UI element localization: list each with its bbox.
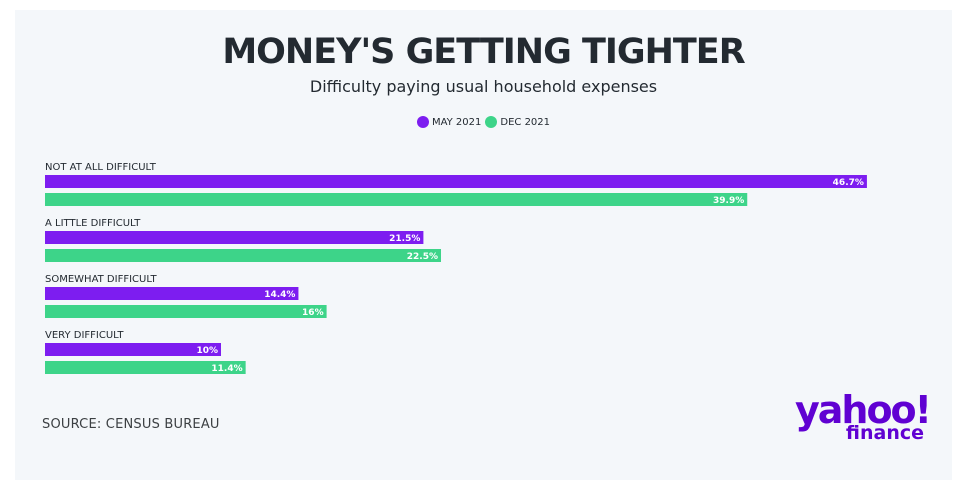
legend-label-dec: DEC 2021 [500, 116, 551, 128]
bar-may [45, 175, 867, 188]
bar-value-label: 10% [196, 346, 218, 356]
chart-legend: MAY 2021 DEC 2021 [15, 116, 952, 128]
bar-value-label: 11.4% [211, 364, 242, 374]
bar-dec [45, 249, 441, 262]
legend-swatch-may [416, 116, 429, 128]
bar-value-label: 21.5% [389, 234, 420, 244]
category-label: SOMEWHAT DIFFICULT [45, 274, 158, 285]
category-label: VERY DIFFICULT [45, 330, 124, 341]
bar-may [45, 343, 221, 356]
legend-item-may: MAY 2021 [416, 116, 482, 128]
bar-chart: NOT AT ALL DIFFICULT 46.7% 39.9% A LITTLE D… [45, 162, 867, 374]
category-label: NOT AT ALL DIFFICULT [45, 162, 157, 173]
chart-card: MONEY'S GETTING TIGHTER Difficulty payin… [15, 10, 952, 480]
source-note: SOURCE: CENSUS BUREAU [42, 417, 220, 432]
bar-value-label: 39.9% [713, 196, 744, 206]
category-label: A LITTLE DIFFICULT [45, 218, 141, 229]
chart-subtitle: Difficulty paying usual household expens… [309, 77, 658, 96]
bar-value-label: 46.7% [833, 178, 864, 188]
bar-dec [45, 305, 327, 318]
bar-dec [45, 361, 246, 374]
bar-may [45, 231, 424, 244]
legend-label-may: MAY 2021 [431, 116, 482, 128]
bar-value-label: 14.4% [264, 290, 295, 300]
yahoo-finance-logo: yahoo! finance [790, 388, 932, 444]
legend-swatch-dec [485, 116, 498, 128]
bar-may [45, 287, 299, 300]
chart-title: MONEY'S GETTING TIGHTER [222, 32, 745, 72]
legend-item-dec: DEC 2021 [485, 116, 550, 128]
logo-subtitle: finance [845, 422, 924, 444]
bar-value-label: 22.5% [407, 252, 438, 262]
bar-value-label: 16% [302, 308, 324, 318]
bar-dec [45, 193, 748, 206]
logo-wordmark: yahoo! [794, 388, 932, 432]
